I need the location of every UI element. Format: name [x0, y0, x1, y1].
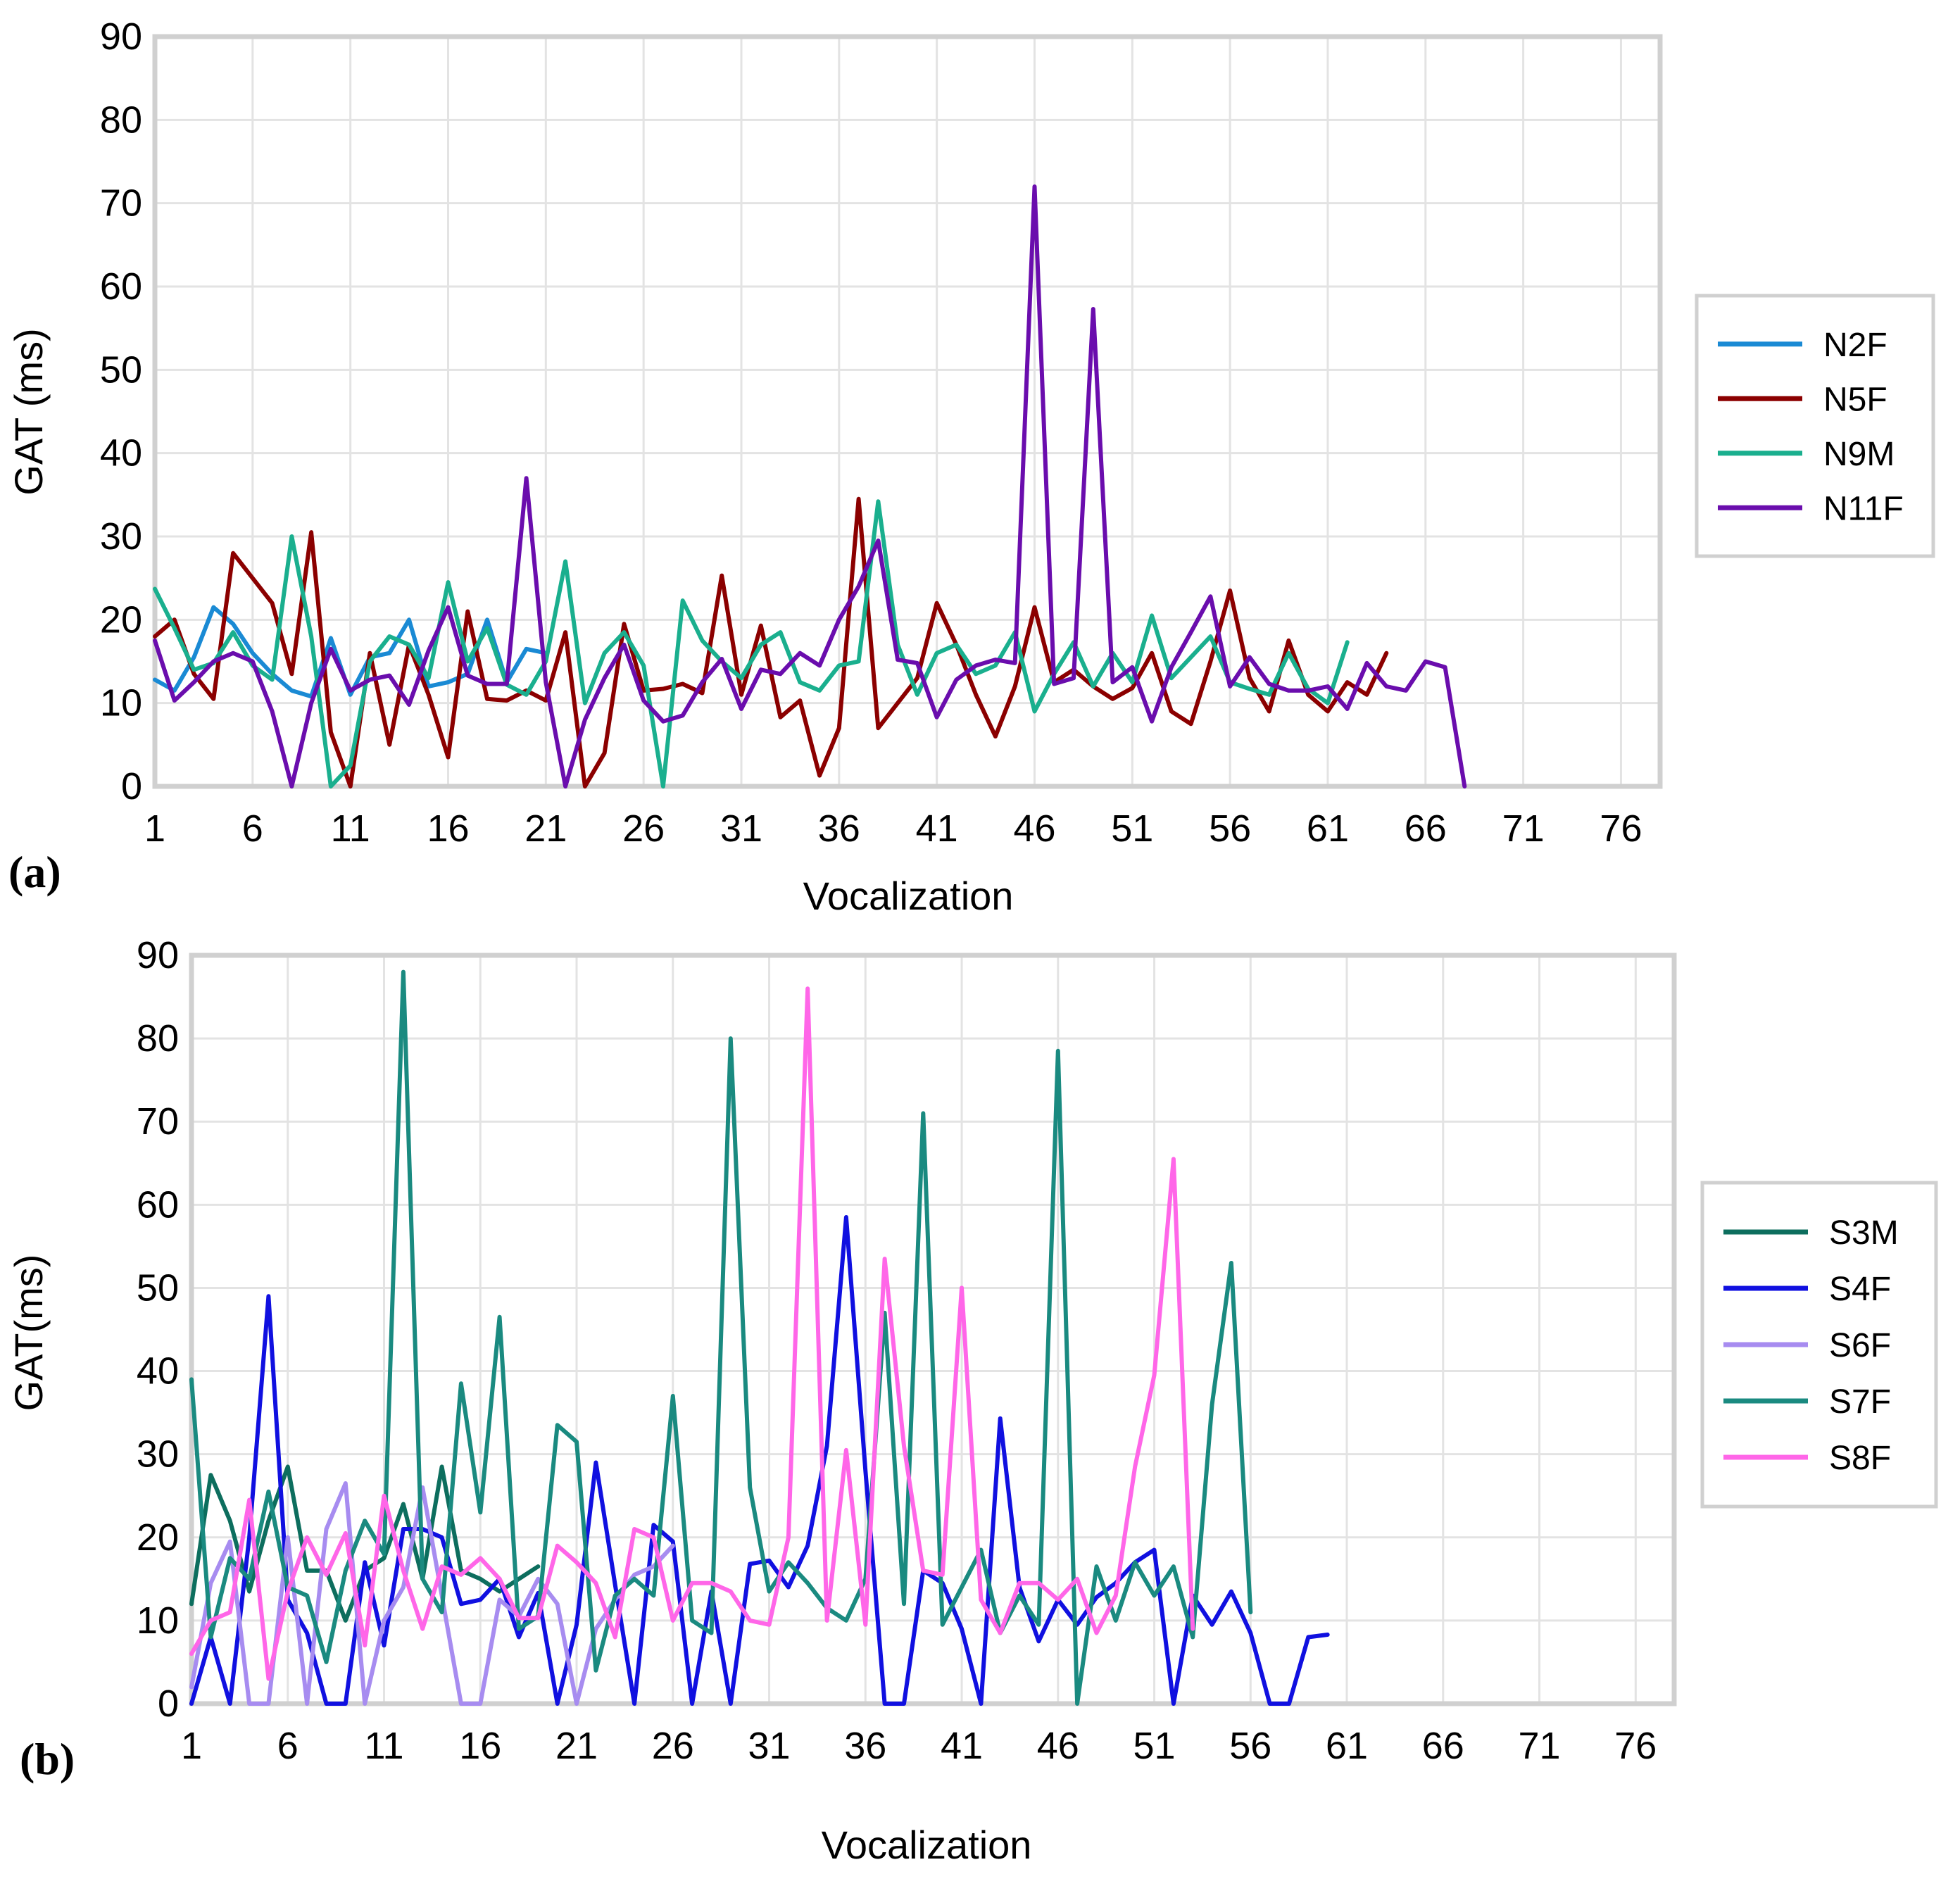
a-legend-box [1695, 294, 1935, 558]
a-legend-label-n2f: N2F [1823, 327, 1887, 364]
b-y-tick-label: 90 [137, 934, 179, 976]
a-y-tick-label: 60 [100, 265, 142, 308]
b-x-tick-label: 41 [941, 1725, 983, 1767]
a-y-tick-label: 20 [100, 598, 142, 641]
b-legend-label-s3m: S3M [1829, 1214, 1899, 1252]
a-y-tick-label: 10 [100, 682, 142, 724]
b-y-axis-title: GAT(ms) [6, 1255, 51, 1412]
b-x-tick-label: 21 [555, 1725, 598, 1767]
b-y-tick-label: 40 [137, 1350, 179, 1393]
a-x-tick-label: 11 [331, 807, 370, 850]
a-x-tick-label: 41 [916, 807, 958, 850]
b-x-tick-label: 11 [364, 1725, 403, 1767]
b-x-tick-label: 36 [844, 1725, 886, 1767]
b-y-tick-label: 80 [137, 1017, 179, 1060]
b-x-tick-label: 76 [1614, 1725, 1657, 1767]
a-x-tick-label: 76 [1600, 807, 1642, 850]
a-x-tick-label: 56 [1209, 807, 1251, 850]
a-y-tick-label: 30 [100, 515, 142, 558]
b-y-tick-label: 60 [137, 1183, 179, 1226]
b-legend-label-s8f: S8F [1829, 1440, 1891, 1477]
b-legend-label-s4f: S4F [1829, 1271, 1891, 1308]
a-y-axis-title: GAT (ms) [6, 328, 51, 495]
b-x-tick-label: 26 [652, 1725, 694, 1767]
a-x-tick-label: 46 [1013, 807, 1055, 850]
b-x-tick-label: 46 [1037, 1725, 1079, 1767]
a-y-tick-label: 70 [100, 182, 142, 225]
a-x-tick-label: 1 [144, 807, 165, 850]
a-x-tick-label: 61 [1307, 807, 1349, 850]
a-series-line-n9m [153, 499, 1350, 788]
a-panel-label: (a) [8, 847, 61, 897]
b-y-tick-label: 30 [137, 1433, 179, 1476]
a-x-axis-title: Vocalization [803, 874, 1014, 918]
a-x-tick-label: 16 [427, 807, 469, 850]
a-plot-border [152, 34, 1663, 789]
b-plot-border [189, 953, 1677, 1706]
a-y-tick-label: 50 [100, 348, 142, 391]
b-x-tick-label: 1 [181, 1725, 202, 1767]
b-series-line-s7f [189, 969, 1253, 1706]
b-x-tick-label: 66 [1422, 1725, 1464, 1767]
a-y-tick-label: 80 [100, 99, 142, 141]
a-series-line-n11f [153, 184, 1467, 788]
a-x-tick-label: 6 [242, 807, 263, 850]
b-x-tick-label: 61 [1326, 1725, 1368, 1767]
b-x-tick-label: 6 [277, 1725, 299, 1767]
a-y-tick-label: 40 [100, 432, 142, 474]
a-legend-label-n9m: N9M [1823, 436, 1895, 473]
a-x-tick-label: 36 [818, 807, 860, 850]
b-y-tick-label: 10 [137, 1599, 179, 1642]
a-x-tick-label: 26 [622, 807, 665, 850]
a-x-tick-label: 71 [1502, 807, 1545, 850]
b-x-tick-label: 56 [1229, 1725, 1271, 1767]
a-x-tick-label: 21 [524, 807, 567, 850]
b-x-tick-label: 16 [459, 1725, 501, 1767]
a-x-tick-label: 66 [1405, 807, 1447, 850]
a-series-line-n5f [153, 496, 1389, 788]
b-x-tick-label: 71 [1519, 1725, 1561, 1767]
a-y-tick-label: 0 [121, 765, 142, 807]
b-x-tick-label: 51 [1133, 1725, 1175, 1767]
b-y-tick-label: 0 [158, 1683, 179, 1725]
b-panel-label: (b) [20, 1734, 75, 1784]
b-x-tick-label: 31 [748, 1725, 790, 1767]
a-x-tick-label: 51 [1111, 807, 1153, 850]
b-series-line-s8f [189, 986, 1195, 1681]
a-y-tick-label: 90 [100, 15, 142, 58]
a-x-tick-label: 31 [720, 807, 762, 850]
b-legend-label-s7f: S7F [1829, 1383, 1891, 1421]
a-legend-label-n5f: N5F [1823, 381, 1887, 418]
b-y-tick-label: 20 [137, 1516, 179, 1559]
a-legend-label-n11f: N11F [1823, 490, 1904, 527]
b-y-tick-label: 50 [137, 1266, 179, 1309]
b-y-tick-label: 70 [137, 1100, 179, 1143]
b-x-axis-title: Vocalization [822, 1823, 1032, 1867]
b-legend-label-s6f: S6F [1829, 1327, 1891, 1364]
